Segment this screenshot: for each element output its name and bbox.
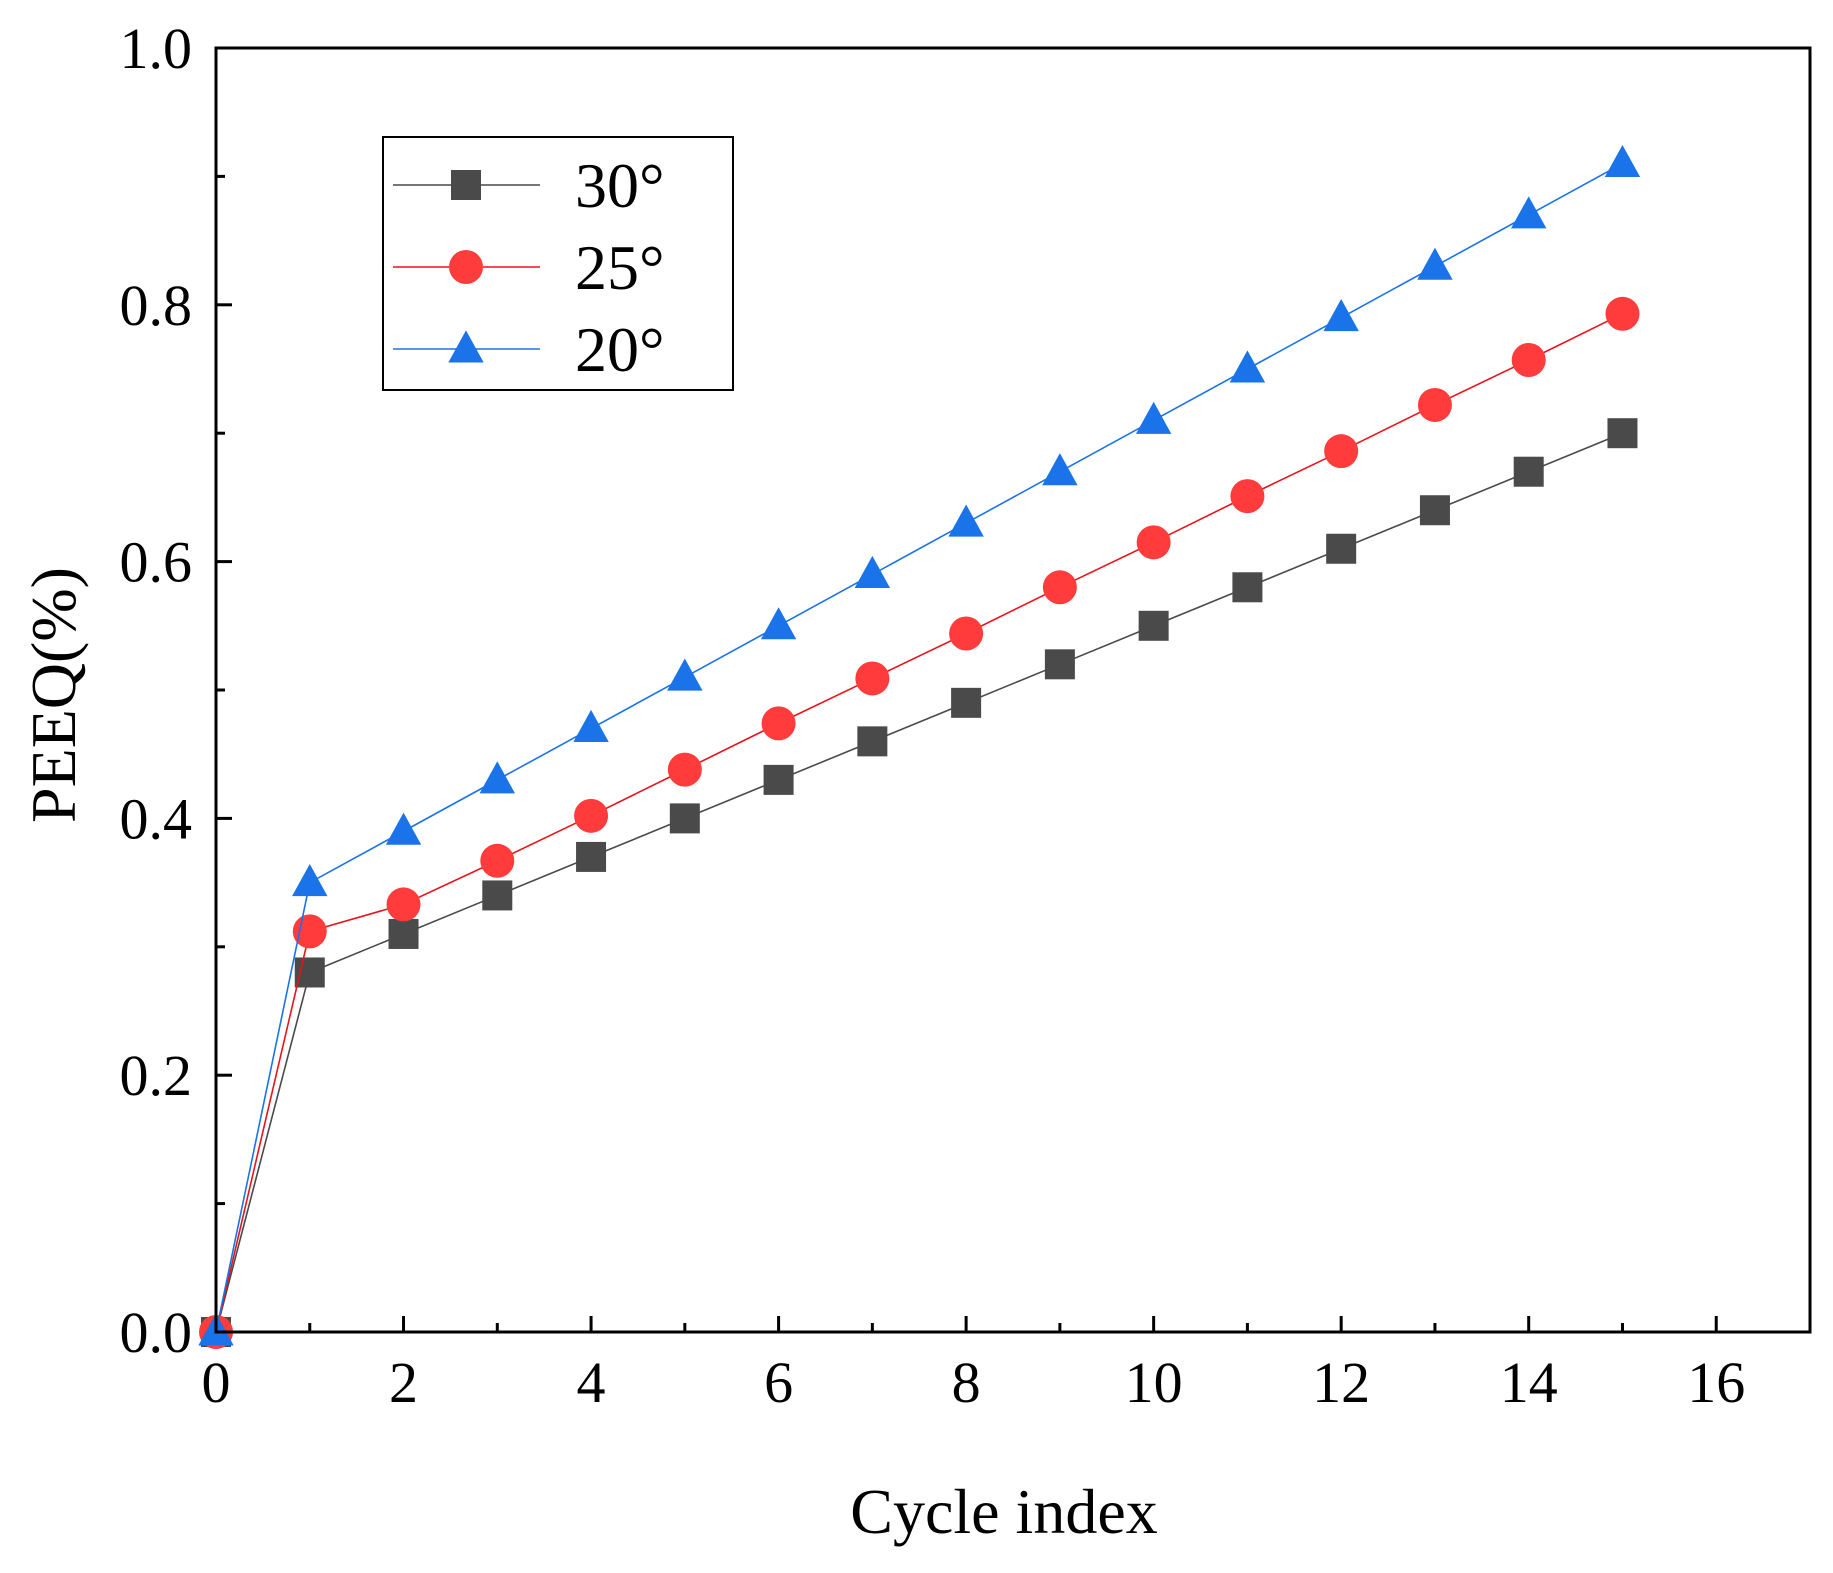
data-point	[1230, 479, 1265, 514]
data-point	[1323, 299, 1359, 332]
data-point	[1605, 296, 1640, 331]
x-tick-label: 10	[1125, 1350, 1183, 1415]
data-point	[761, 706, 796, 741]
data-point	[1513, 456, 1544, 487]
data-point	[574, 798, 609, 833]
data-point	[1417, 387, 1452, 422]
data-point	[760, 607, 797, 640]
data-point	[949, 616, 984, 651]
data-point	[1604, 144, 1641, 178]
data-point	[667, 658, 703, 691]
data-point	[855, 661, 890, 696]
y-tick-label: 1.0	[120, 16, 193, 81]
triangle-marker-icon	[448, 330, 484, 363]
legend-box	[382, 136, 734, 391]
data-point	[1042, 570, 1077, 605]
x-tick-label: 14	[1500, 1350, 1558, 1415]
data-point	[857, 726, 888, 757]
data-point	[482, 880, 513, 911]
x-tick-label: 2	[389, 1350, 418, 1415]
data-point	[576, 841, 607, 872]
y-tick-label: 0.6	[120, 530, 193, 595]
x-tick-label: 12	[1312, 1350, 1370, 1415]
data-point	[292, 864, 328, 897]
data-point	[1136, 525, 1171, 560]
legend: 30° 25° 20°	[382, 136, 734, 391]
y-tick-label: 0.4	[120, 786, 193, 851]
plot-layer	[198, 144, 1641, 1349]
x-tick-label: 16	[1687, 1350, 1745, 1415]
data-point	[948, 504, 984, 537]
legend-label: 25°	[575, 232, 665, 303]
y-tick-label: 0.0	[120, 1300, 193, 1365]
data-point	[388, 918, 419, 949]
x-tick-label: 6	[764, 1350, 793, 1415]
data-point	[1419, 495, 1450, 526]
y-tick-label: 0.2	[120, 1043, 193, 1108]
data-point	[385, 812, 422, 845]
axes-layer: 0 2 4 6 8 10 12 14 16 0.0 0.2 0.4 0.6 0.8 1.0	[120, 16, 1812, 1415]
data-point	[669, 803, 700, 834]
data-point	[951, 687, 982, 718]
series-3	[198, 144, 1641, 1346]
x-tick-label: 8	[952, 1350, 981, 1415]
circle-marker-icon	[449, 250, 483, 284]
square-marker-icon	[451, 170, 481, 200]
x-tick-label: 4	[577, 1350, 606, 1415]
data-point	[479, 761, 515, 794]
data-point	[1511, 343, 1546, 378]
data-point	[854, 555, 891, 588]
x-tick-label: 0	[202, 1350, 231, 1415]
series-2	[199, 296, 1640, 1349]
data-point	[294, 957, 325, 988]
data-point	[386, 887, 421, 922]
x-axis-title: Cycle index	[850, 1476, 1157, 1547]
y-axis-title: PEEQ(%)	[18, 567, 89, 823]
data-point	[1607, 418, 1638, 449]
series-line	[215, 432, 1623, 1333]
data-point	[667, 752, 702, 787]
data-point	[1044, 649, 1075, 680]
legend-label: 30°	[575, 150, 665, 221]
data-point	[1229, 350, 1266, 383]
y-tick-label: 0.8	[120, 273, 193, 338]
data-point	[763, 764, 794, 795]
data-point	[573, 709, 609, 743]
series-line	[215, 162, 1623, 1333]
data-point	[1324, 434, 1359, 469]
data-point	[1417, 247, 1453, 280]
data-point	[1326, 533, 1357, 564]
data-point	[1138, 610, 1169, 641]
series-1	[201, 418, 1638, 1347]
data-point	[1232, 572, 1263, 603]
data-point	[480, 843, 515, 878]
legend-label: 20°	[575, 314, 665, 385]
data-point	[1042, 453, 1078, 486]
series-line	[215, 313, 1623, 1333]
data-point	[1135, 401, 1172, 434]
data-point	[1511, 196, 1547, 229]
